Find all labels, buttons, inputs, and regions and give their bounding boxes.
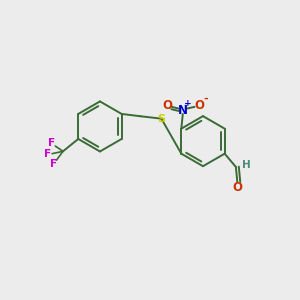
Text: H: H [242, 160, 250, 170]
Text: S: S [158, 114, 165, 124]
Text: N: N [178, 104, 188, 117]
Text: F: F [44, 149, 51, 159]
Text: F: F [50, 159, 57, 169]
Text: O: O [232, 181, 242, 194]
Text: O: O [194, 99, 204, 112]
Text: -: - [203, 94, 208, 103]
Text: +: + [184, 99, 192, 108]
Text: F: F [48, 138, 55, 148]
Text: O: O [163, 99, 172, 112]
